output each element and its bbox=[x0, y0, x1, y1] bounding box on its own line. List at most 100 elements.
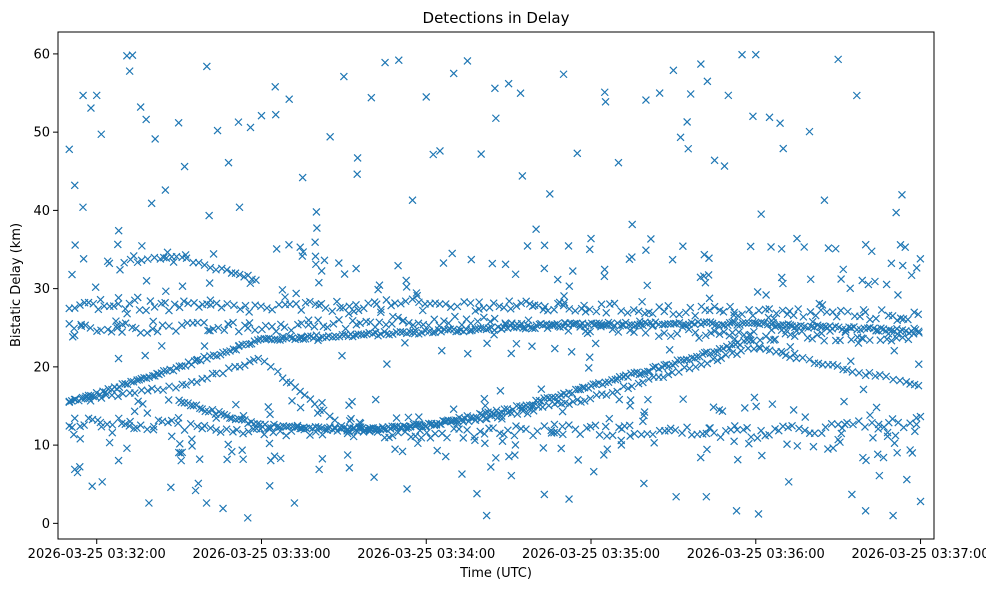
data-point-marker bbox=[591, 421, 600, 430]
data-point-marker bbox=[627, 382, 636, 391]
data-point-marker bbox=[783, 440, 791, 449]
data-point-marker bbox=[70, 395, 79, 404]
data-point-marker bbox=[123, 444, 131, 453]
data-point-marker bbox=[865, 336, 874, 345]
data-point-marker bbox=[585, 353, 594, 362]
data-point-marker bbox=[518, 172, 527, 180]
data-point-marker bbox=[114, 392, 122, 401]
data-point-marker bbox=[217, 264, 226, 273]
data-point-marker bbox=[511, 270, 520, 279]
data-point-marker bbox=[600, 265, 609, 274]
data-point-marker bbox=[70, 331, 79, 340]
data-point-marker bbox=[505, 297, 514, 306]
data-point-marker bbox=[401, 297, 410, 306]
data-point-marker bbox=[648, 430, 657, 439]
data-point-marker bbox=[200, 261, 209, 270]
data-point-marker bbox=[686, 303, 695, 312]
data-point-marker bbox=[125, 299, 134, 308]
data-point-marker bbox=[344, 309, 353, 318]
data-point-marker bbox=[253, 420, 262, 428]
data-point-marker bbox=[229, 427, 237, 436]
data-point-marker bbox=[292, 289, 301, 298]
data-point-marker bbox=[398, 317, 407, 325]
data-point-marker bbox=[564, 421, 573, 429]
data-point-marker bbox=[105, 438, 114, 447]
data-point-marker bbox=[898, 190, 906, 199]
data-point-marker bbox=[285, 422, 294, 431]
data-point-marker bbox=[902, 378, 911, 386]
data-point-marker bbox=[504, 79, 513, 88]
data-point-marker bbox=[480, 429, 489, 438]
data-point-marker bbox=[586, 422, 595, 431]
data-point-marker bbox=[503, 426, 512, 435]
data-point-marker bbox=[285, 300, 294, 309]
data-point-marker bbox=[665, 345, 674, 354]
data-point-marker bbox=[864, 280, 873, 289]
data-point-marker bbox=[531, 324, 539, 333]
data-point-marker bbox=[715, 406, 724, 414]
data-point-marker bbox=[757, 210, 766, 219]
data-point-marker bbox=[715, 330, 724, 339]
data-point-marker bbox=[324, 424, 332, 433]
data-point-marker bbox=[76, 301, 84, 309]
data-point-marker bbox=[615, 395, 624, 404]
data-point-marker bbox=[411, 432, 420, 441]
data-point-marker bbox=[789, 311, 798, 320]
data-point-marker bbox=[730, 335, 739, 343]
data-point-marker bbox=[547, 428, 556, 437]
data-point-marker bbox=[890, 439, 899, 448]
data-point-marker bbox=[585, 305, 594, 314]
x-tick-label: 2026-03-25 03:32:00 bbox=[28, 547, 166, 562]
x-axis-ticks: 2026-03-25 03:32:00 2026-03-25 03:33:00 20… bbox=[28, 539, 986, 562]
data-point-marker bbox=[644, 375, 653, 383]
data-point-marker bbox=[114, 414, 123, 423]
data-point-marker bbox=[857, 334, 866, 342]
data-point-marker bbox=[137, 386, 146, 395]
data-point-marker bbox=[224, 158, 233, 167]
data-point-marker bbox=[541, 302, 549, 311]
x-tick-label: 2026-03-25 03:33:00 bbox=[192, 547, 330, 562]
data-point-marker bbox=[565, 304, 574, 313]
data-point-marker bbox=[388, 330, 397, 338]
data-point-marker bbox=[720, 162, 729, 170]
data-point-marker bbox=[858, 276, 867, 285]
data-point-marker bbox=[776, 119, 784, 128]
data-point-marker bbox=[733, 455, 742, 464]
data-point-marker bbox=[193, 422, 202, 431]
data-point-marker bbox=[413, 291, 422, 300]
data-point-marker bbox=[809, 442, 818, 451]
data-point-marker bbox=[543, 306, 552, 315]
data-point-marker bbox=[553, 299, 562, 308]
data-point-marker bbox=[463, 57, 472, 65]
data-point-marker bbox=[734, 328, 743, 337]
data-point-marker bbox=[625, 421, 634, 430]
data-point-marker bbox=[371, 395, 380, 404]
data-point-marker bbox=[142, 374, 151, 383]
data-point-marker bbox=[678, 242, 687, 251]
data-point-marker bbox=[815, 299, 824, 308]
data-point-marker bbox=[352, 264, 361, 273]
data-point-marker bbox=[133, 293, 142, 302]
data-point-marker bbox=[834, 323, 843, 332]
data-point-marker bbox=[912, 413, 921, 422]
data-point-marker bbox=[488, 259, 497, 268]
data-point-marker bbox=[481, 414, 490, 423]
data-point-marker bbox=[528, 324, 537, 333]
data-point-marker bbox=[109, 302, 118, 311]
data-point-marker bbox=[739, 425, 748, 434]
data-point-marker bbox=[626, 432, 635, 440]
data-point-marker bbox=[896, 240, 905, 249]
data-point-marker bbox=[205, 279, 214, 287]
data-point-marker bbox=[876, 324, 885, 333]
data-point-marker bbox=[627, 253, 636, 261]
data-point-marker bbox=[136, 328, 145, 337]
data-point-marker bbox=[161, 298, 170, 307]
data-point-marker bbox=[559, 70, 568, 79]
data-point-marker bbox=[446, 325, 455, 334]
data-point-marker bbox=[382, 329, 391, 338]
data-point-marker bbox=[610, 299, 619, 308]
data-point-marker bbox=[280, 323, 289, 332]
data-point-marker bbox=[234, 118, 243, 127]
data-point-marker bbox=[410, 329, 419, 338]
